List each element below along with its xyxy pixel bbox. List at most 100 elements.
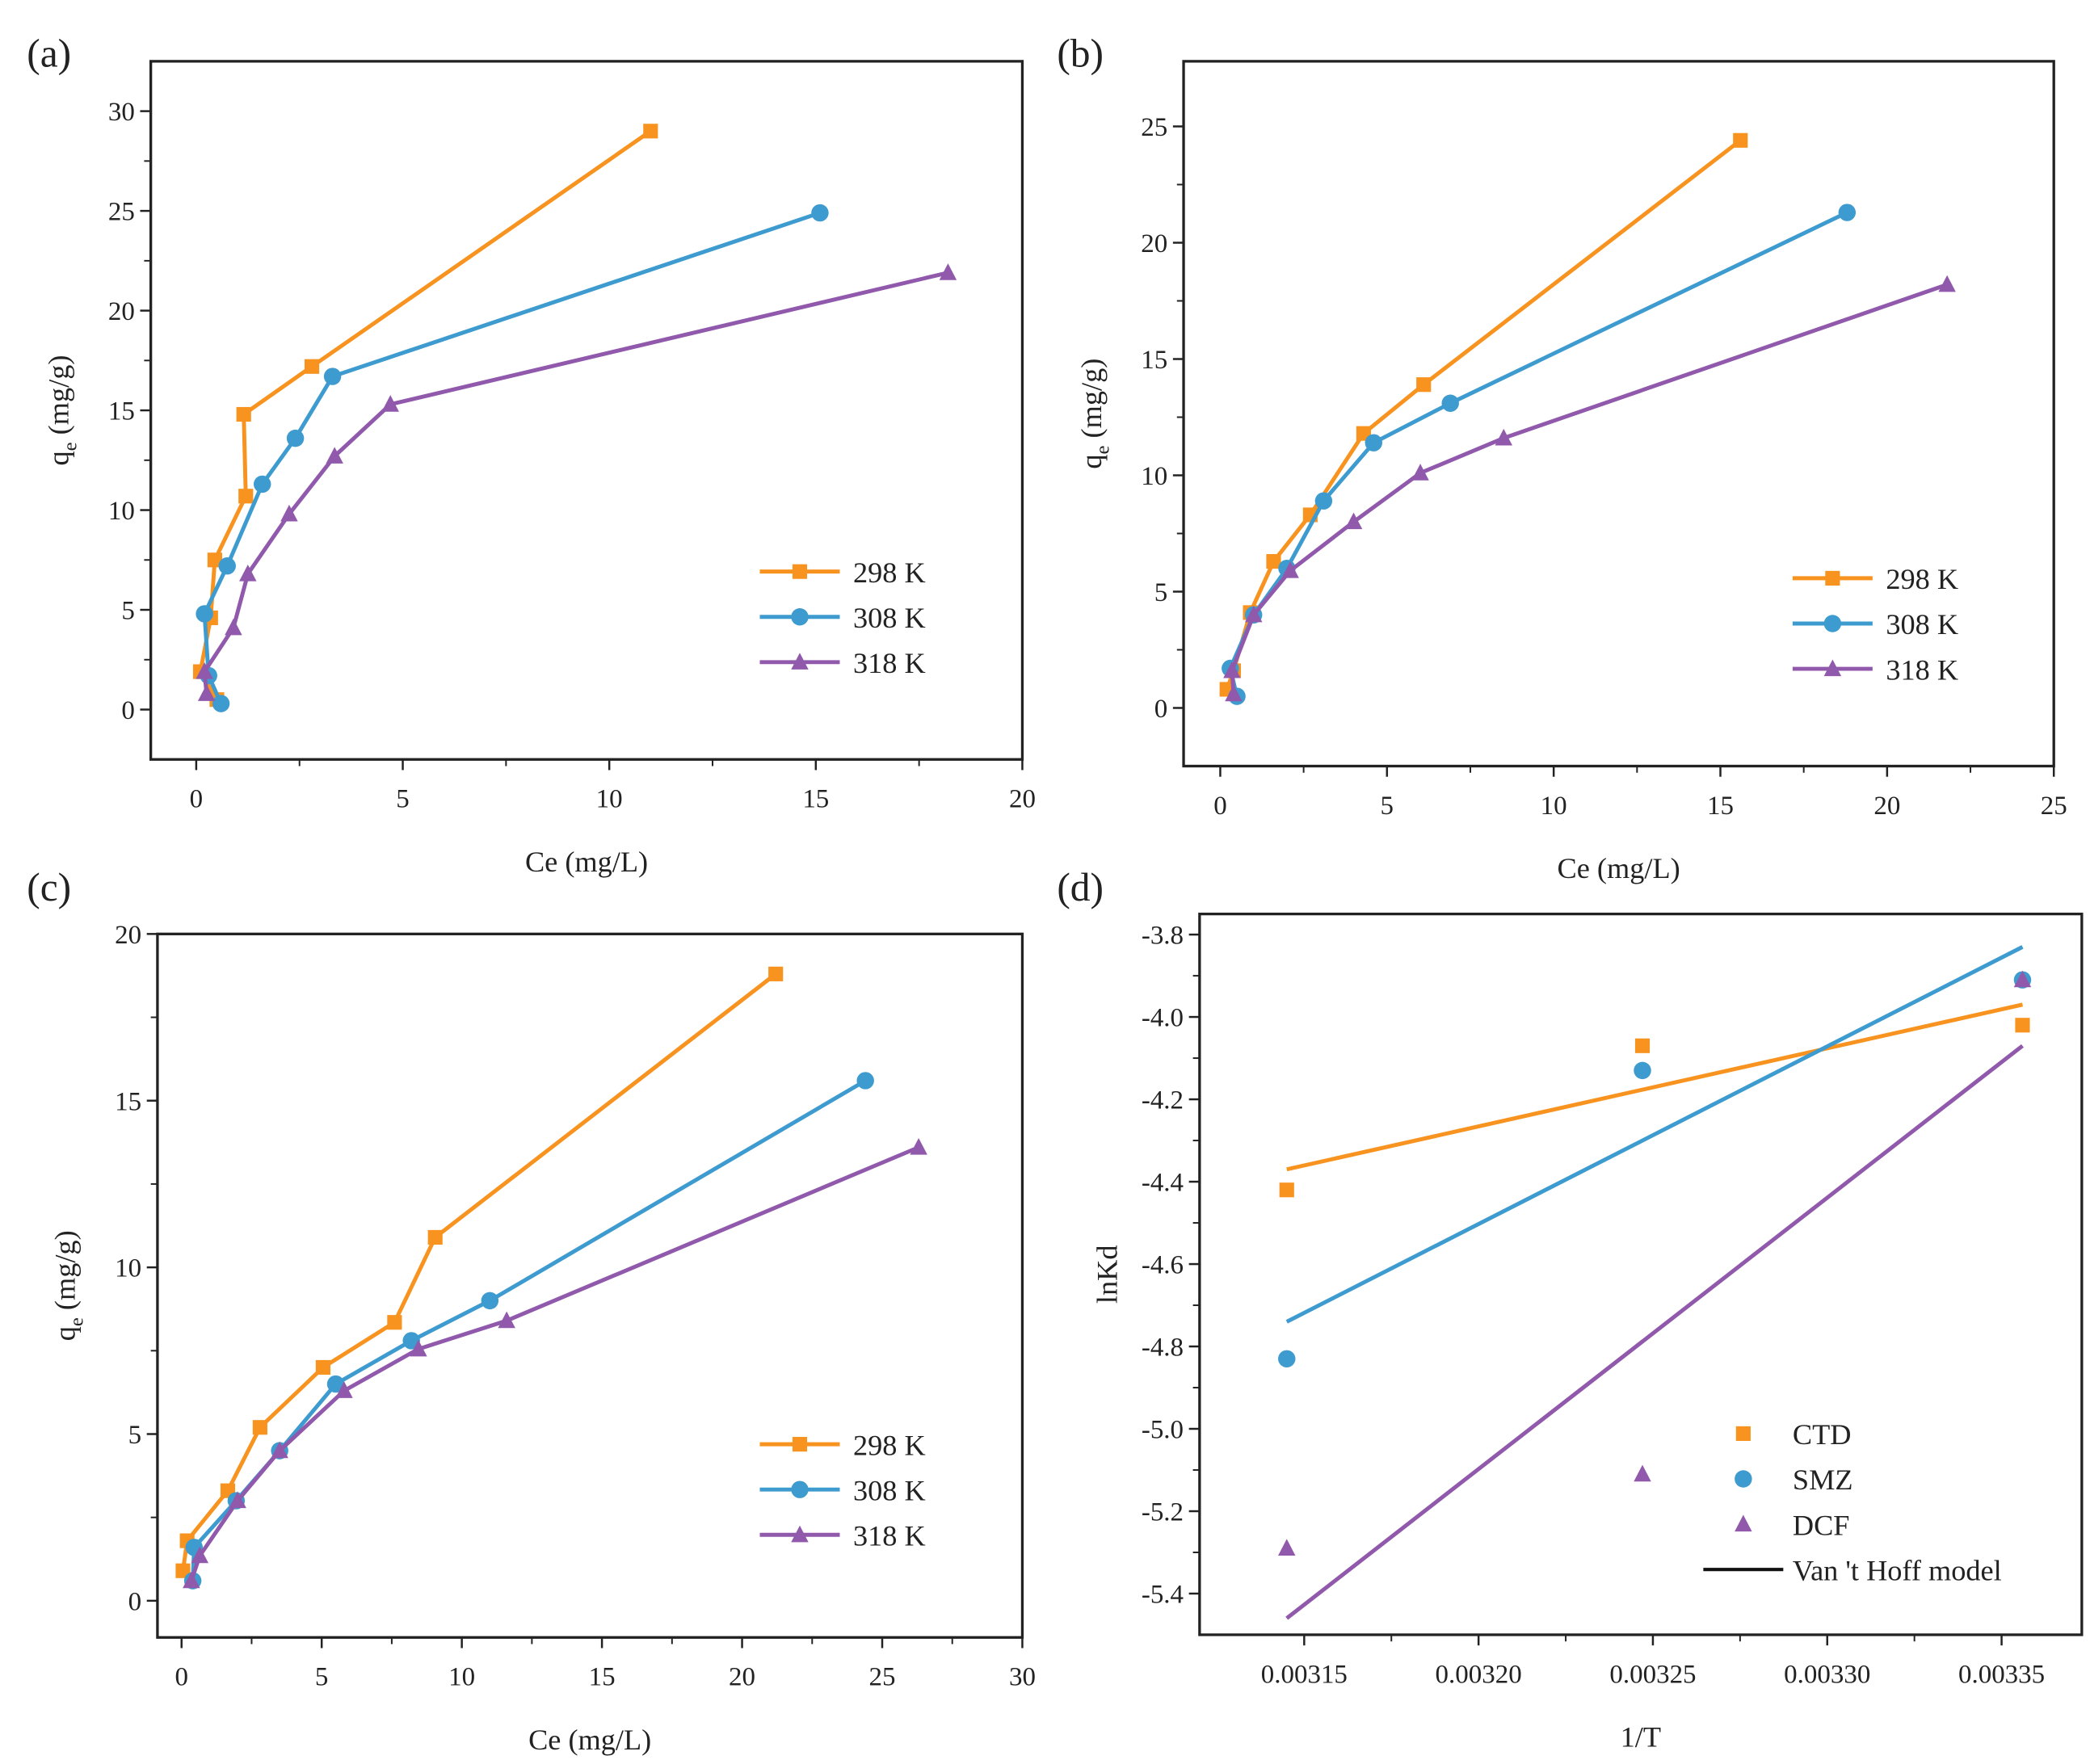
data-point: [481, 1292, 499, 1310]
series-308-k: [1222, 204, 1857, 705]
panel-label: (d): [1057, 865, 1104, 909]
data-point: [643, 124, 658, 139]
y-tick-label: -4.6: [1142, 1251, 1184, 1280]
legend-marker: [1735, 1426, 1751, 1441]
x-tick-label: 0.00320: [1436, 1660, 1522, 1689]
x-tick-label: 5: [396, 785, 410, 814]
legend-marker: [1823, 659, 1842, 677]
y-label-main: q: [1075, 455, 1108, 469]
series-line: [202, 211, 821, 705]
legend-marker: [791, 608, 809, 626]
y-axis-label: qe (mg/g): [49, 1230, 88, 1341]
x-tick-label: 0.00325: [1609, 1660, 1696, 1689]
y-tick-label: -4.0: [1142, 1004, 1184, 1033]
series-line: [189, 1145, 920, 1581]
plot-frame: [156, 932, 1024, 1639]
y-axis-label: qe (mg/g): [1075, 359, 1114, 469]
y-tick-label: 15: [108, 397, 135, 426]
data-point: [236, 406, 251, 422]
y-tick-label: 10: [1141, 462, 1167, 491]
data-point: [1411, 464, 1429, 481]
legend-marker: [1825, 570, 1840, 586]
data-point: [253, 475, 271, 494]
legend-label: 318 K: [853, 647, 926, 679]
x-tick-label: 0.00315: [1261, 1660, 1348, 1689]
data-point: [1634, 1038, 1651, 1053]
panel-d: (d) 0.00315 0.00320 0.00325 0.00330 0.00335 -3…: [1057, 865, 2084, 1754]
x-tick-label: 25: [869, 1663, 896, 1692]
x-tick-label: 20: [1009, 785, 1036, 814]
y-tick-label: 10: [115, 1254, 141, 1283]
data-point: [768, 966, 784, 981]
data-point: [326, 1375, 345, 1393]
x-axis-label: Ce (mg/L): [1558, 852, 1680, 884]
data-point: [218, 556, 236, 575]
y-tick-label: -4.8: [1142, 1334, 1184, 1363]
data-point: [323, 368, 342, 385]
legend-marker: [791, 1525, 809, 1543]
data-point: [939, 263, 957, 280]
series-line: [191, 1078, 867, 1581]
y-label-sub: e: [66, 1317, 88, 1326]
x-tick-label: 30: [1009, 1663, 1036, 1692]
x-axis-label: Ce (mg/L): [525, 846, 648, 878]
data-point: [2013, 970, 2032, 988]
data-point: [196, 662, 213, 679]
legend-marker: [791, 653, 809, 670]
plot-frame: [1198, 912, 2084, 1636]
data-point: [1266, 553, 1281, 569]
y-tick-label: -4.4: [1142, 1169, 1184, 1198]
data-point: [910, 1137, 927, 1155]
y-tick-label: 0: [128, 1587, 142, 1616]
series-smz: [1278, 945, 2032, 1368]
legend-marker: [792, 564, 808, 579]
legend-marker: [1735, 1514, 1752, 1532]
series-308-k: [183, 1072, 874, 1590]
x-tick-label: 10: [1541, 792, 1567, 821]
series-298-k: [1219, 132, 1748, 697]
data-point: [197, 684, 216, 701]
x-tick-label: 5: [315, 1663, 329, 1692]
data-point: [1838, 204, 1857, 221]
series-318-k: [1223, 275, 1956, 702]
y-axis-label: qe (mg/g): [42, 355, 81, 466]
data-point: [387, 1315, 402, 1330]
y-tick-label: 10: [108, 497, 135, 526]
data-point: [175, 1563, 191, 1578]
fit-line: [1285, 1044, 2024, 1620]
legend-label: 318 K: [853, 1519, 926, 1552]
series-line: [1228, 210, 1848, 697]
data-point: [271, 1441, 288, 1459]
x-tick-label: 5: [1381, 792, 1394, 821]
data-point: [1278, 1350, 1296, 1368]
data-point: [1244, 605, 1263, 623]
legend-marker: [792, 1437, 808, 1452]
y-tick-label: 30: [108, 98, 135, 127]
series-318-k: [196, 263, 957, 701]
data-point: [1495, 428, 1512, 446]
data-point: [1733, 132, 1748, 148]
y-tick-label: 20: [115, 921, 141, 950]
y-label-rest: (mg/g): [42, 355, 74, 443]
series-line: [198, 129, 652, 701]
x-tick-label: 0.00335: [1958, 1660, 2045, 1689]
series-298-k: [175, 966, 784, 1578]
y-tick-label: 25: [108, 198, 135, 227]
fit-line: [1286, 1002, 2024, 1172]
legend-label: 298 K: [853, 556, 926, 589]
y-tick-label: 0: [1154, 695, 1168, 724]
panel-a: (a) 0 5 10 15 20 0 5 10 15 20 25 30 Ce (mg/L) qe (mg/g…: [27, 31, 1036, 877]
data-point: [239, 565, 257, 582]
x-tick-label: 10: [448, 1663, 475, 1692]
data-point: [1281, 561, 1299, 578]
data-point: [427, 1229, 443, 1245]
data-point: [252, 1420, 267, 1435]
data-point: [238, 489, 254, 504]
y-tick-label: -5.2: [1142, 1498, 1184, 1527]
data-point: [811, 204, 829, 222]
series-line: [202, 271, 948, 694]
data-point: [856, 1072, 874, 1090]
data-point: [1634, 1061, 1651, 1080]
series-line: [1230, 283, 1948, 695]
